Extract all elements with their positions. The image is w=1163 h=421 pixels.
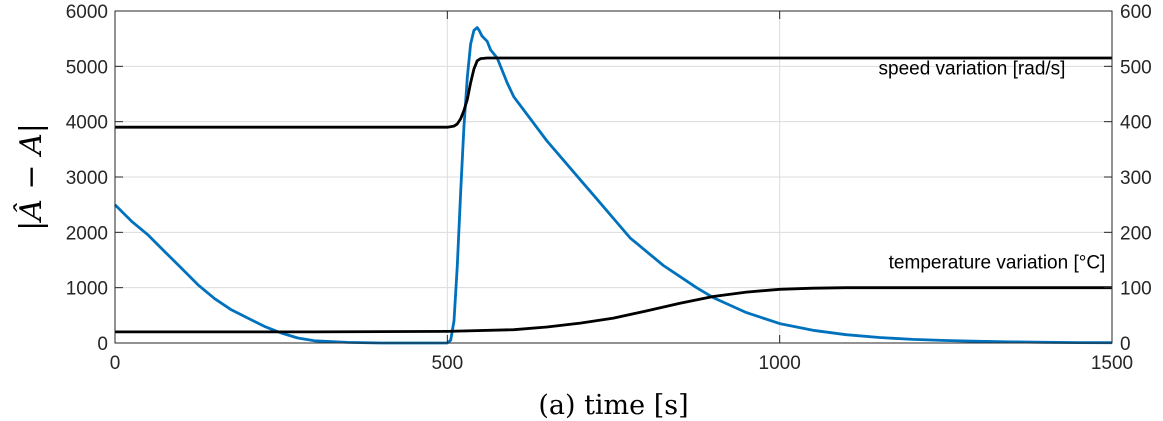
y2-tick-label: 0 [1120, 334, 1131, 355]
x-axis-label: (a) time [s] [538, 390, 688, 421]
y-tick-label: 1000 [66, 279, 108, 300]
y2-tick-label: 500 [1120, 57, 1152, 78]
series-line-error [114, 26, 1113, 345]
y-tick-label: 5000 [66, 57, 108, 78]
annotation-layer: speed variation [rad/s] temperature varia… [879, 59, 1106, 274]
x-tick-label: 1000 [759, 353, 801, 374]
y2-tick-label: 600 [1120, 2, 1152, 23]
x-tick-label: 500 [431, 353, 463, 374]
series-layer [114, 26, 1113, 345]
series-line-temperature [115, 286, 1112, 334]
y2-tick-label: 300 [1120, 168, 1152, 189]
series-annotation: speed variation [rad/s] [879, 59, 1066, 80]
y-tick-label: 3000 [66, 168, 108, 189]
y2-tick-label: 400 [1120, 113, 1152, 134]
series-annotation: temperature variation [°C] [889, 252, 1106, 273]
y-tick-label: 2000 [66, 223, 108, 244]
y-tick-label: 6000 [66, 2, 108, 23]
y-tick-label: 4000 [66, 113, 108, 134]
y2-tick-label: 100 [1120, 279, 1152, 300]
x-tick-label: 0 [110, 353, 121, 374]
x-tick-label: 1500 [1091, 353, 1133, 374]
tick-layer: 0 500 1000 15000100020003000400050006000010… [66, 2, 1152, 374]
y-axis-label: |Â − A| [13, 123, 49, 231]
series-line-speed [115, 56, 1112, 129]
y2-tick-label: 200 [1120, 223, 1152, 244]
y-tick-label: 0 [97, 334, 108, 355]
